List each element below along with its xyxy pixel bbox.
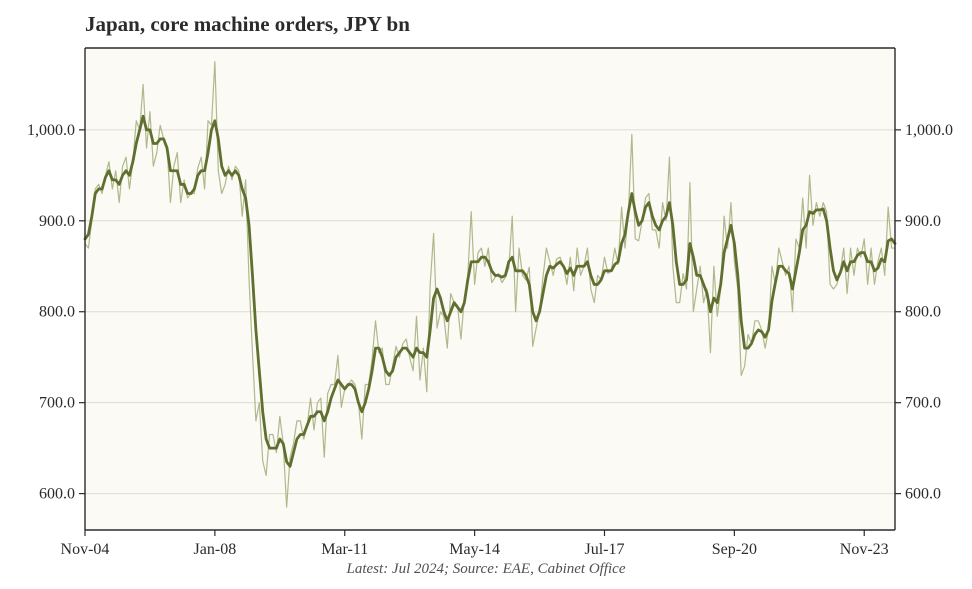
ytick-label-right: 600.0 <box>905 486 941 503</box>
xtick-label: Mar-11 <box>321 541 368 558</box>
ytick-label-right: 800.0 <box>905 304 941 321</box>
xtick-label: Jul-17 <box>584 541 624 558</box>
chart-container: Japan, core machine orders, JPY bn 600.0… <box>0 0 972 589</box>
ytick-label-right: 900.0 <box>905 213 941 230</box>
ytick-label-left: 1,000.0 <box>27 122 75 139</box>
xtick-label: Nov-23 <box>840 541 889 558</box>
xtick-label: Sep-20 <box>712 541 757 558</box>
ytick-label-left: 700.0 <box>39 395 75 412</box>
chart-title: Japan, core machine orders, JPY bn <box>85 12 410 37</box>
ytick-label-right: 1,000.0 <box>905 122 953 139</box>
ytick-label-left: 800.0 <box>39 304 75 321</box>
ytick-label-right: 700.0 <box>905 395 941 412</box>
xtick-label: Nov-04 <box>61 541 110 558</box>
ytick-label-left: 600.0 <box>39 486 75 503</box>
ytick-label-left: 900.0 <box>39 213 75 230</box>
chart-plot: 600.0 600.0 700.0 700.0 800.0 800.0 900.0 900.0… <box>0 0 972 589</box>
xtick-label: Jan-08 <box>194 541 237 558</box>
chart-caption: Latest: Jul 2024; Source: EAE, Cabinet O… <box>0 561 972 578</box>
xtick-label: May-14 <box>449 541 500 558</box>
